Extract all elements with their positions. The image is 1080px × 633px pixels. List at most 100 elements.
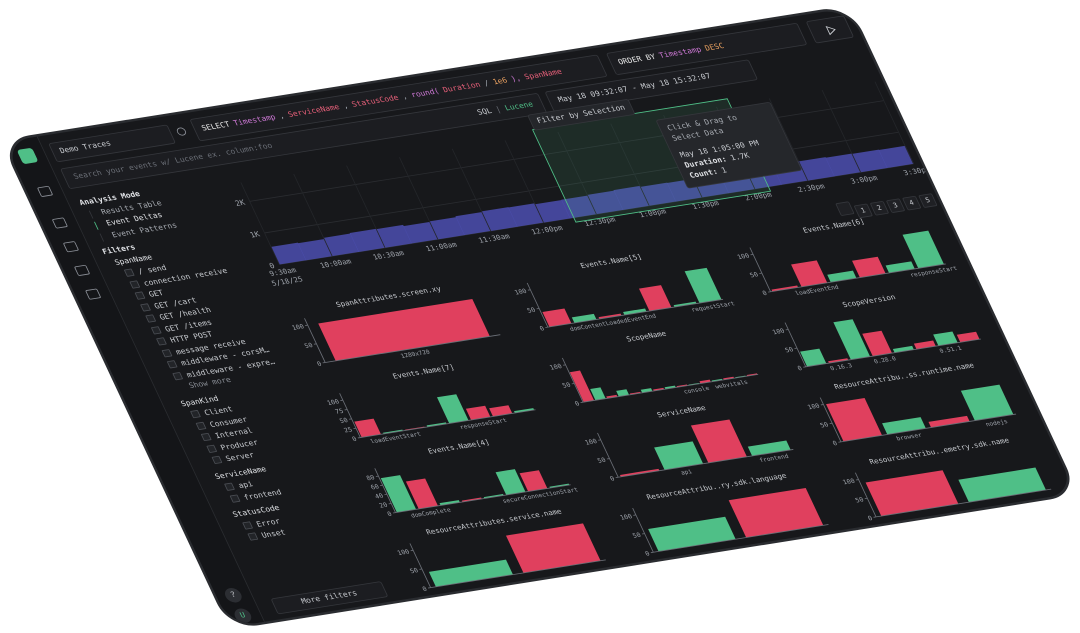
- query-token: ORDER BY: [616, 53, 658, 67]
- y-tick-label: 0: [796, 364, 803, 372]
- filter-option-text: api: [237, 480, 255, 491]
- lang-sql[interactable]: SQL: [476, 107, 494, 118]
- histogram-bar: [455, 211, 492, 236]
- x-tick-label: 1:00pm: [638, 207, 668, 219]
- bar: [833, 319, 871, 360]
- run-button[interactable]: [805, 15, 855, 44]
- bar: [956, 331, 980, 343]
- x-grid-line: [768, 98, 809, 181]
- bar: [616, 389, 630, 397]
- axis-line: [632, 507, 654, 553]
- x-tick-label: api: [680, 468, 694, 476]
- histogram-bar: [878, 145, 914, 169]
- x-grid-line: [398, 157, 439, 240]
- nav-icon[interactable]: [62, 241, 80, 253]
- chart-title: Events.Name[6]: [801, 217, 866, 235]
- y-tick-label: 40: [374, 492, 385, 501]
- nav-icon[interactable]: [85, 288, 102, 300]
- filter-option-text: / send: [136, 264, 169, 277]
- bar: [865, 470, 959, 517]
- histogram-bar: [587, 190, 624, 215]
- checkbox[interactable]: [229, 494, 241, 503]
- histogram-bar: [852, 149, 888, 173]
- checkbox[interactable]: [123, 268, 135, 277]
- checkbox[interactable]: [247, 532, 259, 541]
- nav-icon[interactable]: [36, 185, 54, 198]
- bar: [902, 230, 944, 269]
- y-tick-label: 100: [291, 323, 306, 332]
- bar: [892, 345, 914, 353]
- checkbox[interactable]: [190, 409, 201, 419]
- query-token: /: [482, 79, 492, 89]
- tooltip-label: Count:: [688, 168, 720, 181]
- checkbox[interactable]: [145, 314, 157, 323]
- checkbox[interactable]: [129, 279, 141, 289]
- checkbox[interactable]: [172, 371, 184, 380]
- checkbox[interactable]: [241, 520, 253, 530]
- query-token: round(: [409, 87, 442, 100]
- bar: [598, 313, 622, 319]
- checkbox[interactable]: [166, 360, 178, 369]
- y-tick-label: 25: [343, 426, 354, 435]
- filter-option-text: Unset: [260, 528, 288, 541]
- user-avatar[interactable]: U: [231, 607, 254, 625]
- bar: [699, 379, 711, 384]
- y-tick-label: 0: [351, 435, 358, 443]
- histogram: 0 1K 2K 9:30am 10:00am 10:30am 11:00am 11:30am 1…: [234, 81, 932, 288]
- checkbox[interactable]: [161, 348, 173, 358]
- bar: [826, 397, 883, 442]
- bar: [885, 261, 915, 273]
- histogram-bar: [376, 224, 412, 248]
- query-token: ,: [277, 112, 287, 121]
- mini-chart: ScopeVersion 0 50 100 0.16.3 0.28.0 0.51.1: [771, 293, 982, 372]
- help-button[interactable]: ?: [222, 586, 245, 604]
- histogram-bar: [640, 182, 677, 206]
- bar: [505, 523, 601, 573]
- bar: [684, 267, 722, 304]
- x-grid-line: [451, 148, 492, 232]
- axis-line: [430, 559, 606, 589]
- filter-option-text: Producer: [219, 438, 260, 453]
- bar: [664, 385, 676, 390]
- bar: [519, 470, 548, 492]
- y-tick-label: 100: [326, 398, 341, 407]
- query-token: ServiceName: [286, 103, 342, 120]
- bar: [828, 358, 849, 364]
- checkbox[interactable]: [134, 291, 146, 300]
- y-tick-label: 50: [854, 496, 865, 505]
- settings-icon[interactable]: [175, 126, 188, 137]
- checkbox[interactable]: [224, 482, 236, 491]
- checkbox[interactable]: [206, 444, 218, 453]
- histogram-bar: [534, 199, 571, 223]
- bar: [771, 285, 799, 292]
- checkbox[interactable]: [155, 337, 167, 346]
- bar: [960, 384, 1014, 421]
- query-token: Timestamp: [657, 45, 704, 61]
- bar: [495, 469, 526, 496]
- axis-line: [339, 393, 361, 438]
- tooltip-value: 1.7K: [729, 151, 752, 163]
- language-toggle[interactable]: SQL | Lucene: [476, 101, 535, 118]
- bar: [405, 478, 438, 509]
- histogram-bar: [561, 195, 597, 219]
- filter-option-text: frontend: [242, 488, 284, 502]
- checkbox[interactable]: [195, 421, 207, 430]
- checkbox[interactable]: [150, 325, 162, 335]
- axis-line: [770, 263, 946, 293]
- nav-icon[interactable]: [51, 217, 69, 229]
- y-tick-label: 0: [761, 289, 768, 297]
- lang-lucene[interactable]: Lucene: [503, 100, 536, 113]
- bar: [489, 405, 513, 417]
- nav-icon[interactable]: [73, 264, 91, 277]
- x-tick-label: 3:00pm: [849, 173, 879, 185]
- checkbox[interactable]: [139, 302, 151, 312]
- mini-chart: ScopeName 0 50 100 console webvitals: [548, 329, 759, 408]
- checkbox[interactable]: [211, 455, 223, 465]
- bar: [465, 405, 491, 420]
- query-token: 1e6: [491, 76, 510, 87]
- x-tick-label: 12:00pm: [530, 223, 565, 236]
- axis-line: [409, 543, 432, 588]
- checkbox[interactable]: [200, 432, 212, 442]
